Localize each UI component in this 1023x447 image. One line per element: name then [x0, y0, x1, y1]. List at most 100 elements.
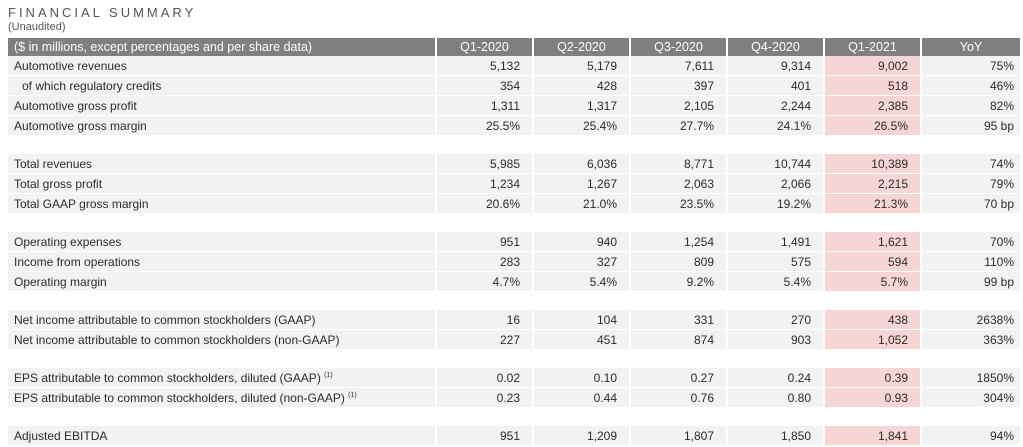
- row-label: Income from operations: [14, 254, 141, 269]
- column-header-yoy: YoY: [920, 38, 1020, 56]
- column-header-description: ($ in millions, except percentages and p…: [8, 38, 435, 56]
- spacer-cell: [8, 408, 1020, 426]
- value-cell-yoy: 70 bp: [920, 194, 1020, 214]
- row-label: Adjusted EBITDA: [14, 428, 108, 443]
- value-cell-yoy: 79%: [920, 174, 1020, 194]
- table-row: Automotive revenues 5,132 5,179 7,611 9,314 9…: [8, 56, 1020, 76]
- value-cell-q4-2020: 401: [726, 76, 823, 96]
- value-cell-q2-2020: 5.4%: [532, 272, 629, 292]
- value-cell-q3-2020: 1,254: [629, 232, 726, 252]
- value-cell-q3-2020: 7,611: [629, 56, 726, 76]
- value-cell-q4-2020: 1,491: [726, 232, 823, 252]
- value-cell-q1-2021: 1,052: [823, 330, 920, 350]
- value-cell-yoy: 304%: [920, 388, 1020, 408]
- row-label-cell: Automotive gross profit: [8, 96, 435, 116]
- table-row: Net income attributable to common stockh…: [8, 310, 1020, 330]
- row-label: Automotive gross margin: [14, 118, 147, 133]
- value-cell-q1-2020: 20.6%: [435, 194, 532, 214]
- table-row: EPS attributable to common stockholders,…: [8, 388, 1020, 408]
- table-row: Adjusted EBITDA 951 1,209 1,807 1,850 1,841 94…: [8, 426, 1020, 446]
- column-header-q2-2020: Q2-2020: [532, 38, 629, 56]
- value-cell-q2-2020: 327: [532, 252, 629, 272]
- row-label: Total revenues: [14, 156, 93, 171]
- page-subtitle: (Unaudited): [8, 21, 66, 33]
- footnote-marker: (1): [348, 391, 357, 399]
- row-label-cell: Total gross profit: [8, 174, 435, 194]
- group-spacer: [8, 350, 1020, 368]
- value-cell-q1-2020: 283: [435, 252, 532, 272]
- value-cell-q3-2020: 874: [629, 330, 726, 350]
- row-label-cell: EPS attributable to common stockholders,…: [8, 388, 435, 408]
- footnote-marker: (1): [324, 371, 333, 379]
- row-label: Operating margin: [14, 274, 107, 289]
- value-cell-q4-2020: 2,066: [726, 174, 823, 194]
- value-cell-q2-2020: 428: [532, 76, 629, 96]
- value-cell-q1-2021: 518: [823, 76, 920, 96]
- value-cell-q2-2020: 0.44: [532, 388, 629, 408]
- value-cell-q1-2020: 5,985: [435, 154, 532, 174]
- row-label: of which regulatory credits: [22, 78, 162, 93]
- spacer-cell: [8, 292, 1020, 310]
- row-label: Automotive gross profit: [14, 98, 137, 113]
- row-label-cell: Operating margin: [8, 272, 435, 292]
- row-label-cell: of which regulatory credits: [8, 76, 435, 96]
- column-header-q3-2020: Q3-2020: [629, 38, 726, 56]
- value-cell-q2-2020: 1,209: [532, 426, 629, 446]
- value-cell-q1-2020: 4.7%: [435, 272, 532, 292]
- value-cell-q4-2020: 24.1%: [726, 116, 823, 136]
- row-label: Automotive revenues: [14, 58, 127, 73]
- value-cell-q1-2021: 1,841: [823, 426, 920, 446]
- row-label: Total GAAP gross margin: [14, 196, 149, 211]
- financial-summary-table: ($ in millions, except percentages and p…: [8, 38, 1020, 446]
- table-row: Operating expenses 951 940 1,254 1,491 1,621 7…: [8, 232, 1020, 252]
- table-row: Automotive gross profit 1,311 1,317 2,105 2,…: [8, 96, 1020, 116]
- value-cell-q3-2020: 27.7%: [629, 116, 726, 136]
- column-header-q1-2020: Q1-2020: [435, 38, 532, 56]
- row-label-cell: Net income attributable to common stockh…: [8, 310, 435, 330]
- value-cell-q2-2020: 0.10: [532, 368, 629, 388]
- row-label: Operating expenses: [14, 234, 122, 249]
- row-label-cell: Net income attributable to common stockh…: [8, 330, 435, 350]
- table-row: Net income attributable to common stockh…: [8, 330, 1020, 350]
- value-cell-q3-2020: 2,063: [629, 174, 726, 194]
- value-cell-q4-2020: 0.24: [726, 368, 823, 388]
- group-spacer: [8, 214, 1020, 232]
- value-cell-q1-2021: 2,215: [823, 174, 920, 194]
- value-cell-q4-2020: 5.4%: [726, 272, 823, 292]
- row-label-cell: Adjusted EBITDA: [8, 426, 435, 446]
- value-cell-yoy: 99 bp: [920, 272, 1020, 292]
- value-cell-q3-2020: 397: [629, 76, 726, 96]
- value-cell-q3-2020: 1,807: [629, 426, 726, 446]
- spacer-cell: [8, 214, 1020, 232]
- table-row: Automotive gross margin 25.5% 25.4% 27.7% 24…: [8, 116, 1020, 136]
- value-cell-q1-2020: 5,132: [435, 56, 532, 76]
- value-cell-q1-2020: 951: [435, 232, 532, 252]
- row-label-cell: Income from operations: [8, 252, 435, 272]
- table-header-row: ($ in millions, except percentages and p…: [8, 38, 1020, 56]
- value-cell-q1-2020: 1,311: [435, 96, 532, 116]
- value-cell-q1-2020: 354: [435, 76, 532, 96]
- value-cell-q4-2020: 2,244: [726, 96, 823, 116]
- value-cell-q2-2020: 6,036: [532, 154, 629, 174]
- value-cell-yoy: 94%: [920, 426, 1020, 446]
- value-cell-q2-2020: 451: [532, 330, 629, 350]
- value-cell-yoy: 74%: [920, 154, 1020, 174]
- value-cell-q4-2020: 19.2%: [726, 194, 823, 214]
- value-cell-q1-2020: 25.5%: [435, 116, 532, 136]
- value-cell-q3-2020: 0.76: [629, 388, 726, 408]
- value-cell-q1-2021: 1,621: [823, 232, 920, 252]
- value-cell-q4-2020: 1,850: [726, 426, 823, 446]
- value-cell-q2-2020: 5,179: [532, 56, 629, 76]
- row-label-cell: Automotive gross margin: [8, 116, 435, 136]
- table-row: EPS attributable to common stockholders,…: [8, 368, 1020, 388]
- value-cell-q2-2020: 104: [532, 310, 629, 330]
- row-label-cell: Total GAAP gross margin: [8, 194, 435, 214]
- value-cell-q4-2020: 575: [726, 252, 823, 272]
- value-cell-q3-2020: 8,771: [629, 154, 726, 174]
- table-row: Income from operations 283 327 809 575 594 110…: [8, 252, 1020, 272]
- group-spacer: [8, 292, 1020, 310]
- group-spacer: [8, 408, 1020, 426]
- value-cell-q3-2020: 0.27: [629, 368, 726, 388]
- value-cell-q3-2020: 9.2%: [629, 272, 726, 292]
